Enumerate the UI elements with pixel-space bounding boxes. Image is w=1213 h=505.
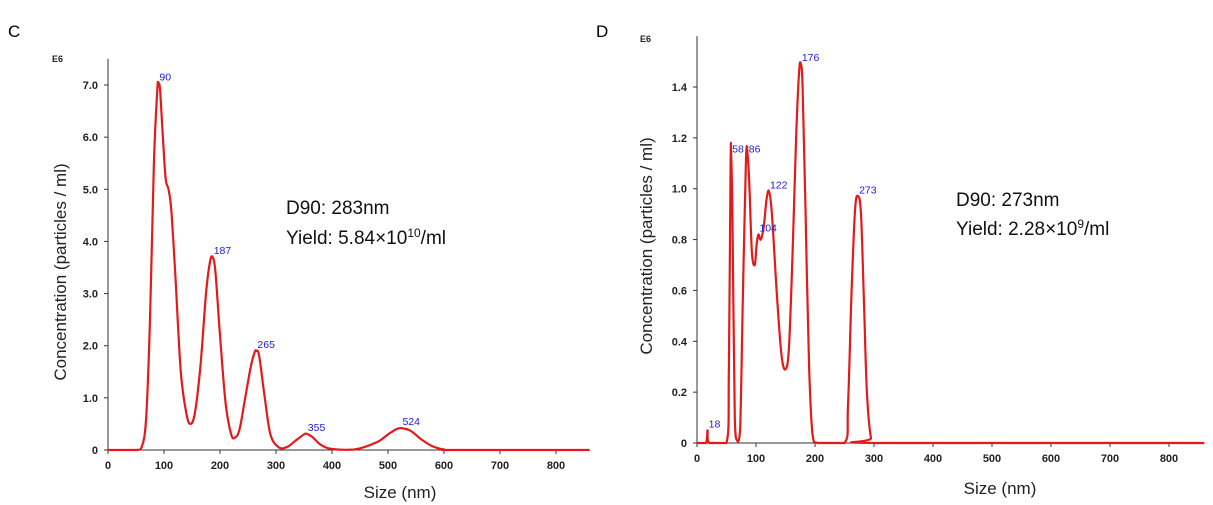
peak-label: 355: [308, 422, 326, 434]
yield-unit-d: /ml: [1084, 219, 1109, 240]
y-tick-label: 1.0: [672, 184, 687, 196]
x-axis-title-d: Size (nm): [964, 479, 1037, 498]
axes-c: [107, 58, 590, 451]
y-exponent-label-c: E6: [52, 54, 63, 64]
peak-label: 58: [732, 144, 744, 156]
x-tick-label: 200: [211, 460, 229, 472]
d90-annotation-d: D90: 273nm: [956, 190, 1060, 211]
y-tick-label: 1.4: [672, 82, 688, 94]
x-tick-label: 300: [865, 453, 883, 465]
peak-labels-c: 90 187 265 355 524: [159, 71, 420, 433]
x-tick-label: 800: [547, 460, 565, 472]
x-tick-label: 400: [924, 453, 942, 465]
yield-unit-c: /ml: [421, 228, 446, 249]
y-tick-label: 5.0: [83, 184, 98, 196]
panel-label-c: C: [8, 22, 20, 41]
y-tick-label: 4.0: [83, 236, 98, 248]
x-tick-label: 800: [1160, 453, 1178, 465]
y-tick-label: 0: [92, 445, 98, 457]
peak-label: 176: [802, 52, 820, 64]
y-tick-label: 1.2: [672, 133, 687, 145]
series-line-d: [697, 61, 1205, 445]
peak-labels-d: 18 58 86 104 122 176 273: [709, 52, 877, 430]
x-tick-label: 100: [747, 453, 765, 465]
y-tick-label: 0.6: [672, 285, 687, 297]
x-tick-label: 500: [983, 453, 1001, 465]
y-axis-title-c: Concentration (particles / ml): [51, 163, 70, 380]
y-axis-title-d: Concentration (particles / ml): [637, 137, 656, 354]
x-tick-label: 700: [491, 460, 509, 472]
yield-text-c: Yield: 5.84×10: [286, 228, 407, 249]
y-tick-label: 0.8: [672, 235, 687, 247]
yield-exponent-d: 9: [1077, 217, 1084, 231]
x-tick-label: 500: [379, 460, 397, 472]
x-tick-label: 200: [806, 453, 824, 465]
y-tick-label: 0: [681, 438, 687, 450]
y-tick-label: 2.0: [83, 341, 98, 353]
peak-label: 187: [214, 245, 232, 257]
peak-label: 265: [257, 339, 275, 351]
y-tick-label: 3.0: [83, 289, 98, 301]
peak-label: 273: [859, 184, 877, 196]
x-tick-label: 100: [155, 460, 173, 472]
x-tick-label: 0: [694, 453, 700, 465]
yield-annotation-c: Yield: 5.84×1010/ml: [286, 226, 446, 249]
x-tick-label: 0: [105, 460, 111, 472]
x-tick-label: 700: [1101, 453, 1119, 465]
peak-label: 90: [159, 71, 171, 83]
panel-label-d: D: [596, 22, 608, 41]
peak-label: 104: [759, 222, 777, 234]
chart-panel-d: D E6 0 100 200 300 400 500 600 700 800 0 0.2 0.4 0.…: [596, 22, 1205, 498]
yield-annotation-d: Yield: 2.28×109/ml: [956, 217, 1109, 240]
peak-label: 86: [749, 144, 761, 156]
peak-label: 524: [402, 416, 420, 428]
yield-text-d: Yield: 2.28×10: [956, 219, 1077, 240]
series-line-c: [107, 80, 590, 452]
x-ticks-c: 0 100 200 300 400 500 600 700 800: [105, 450, 565, 472]
d90-annotation-c: D90: 283nm: [286, 198, 390, 219]
x-ticks-d: 0 100 200 300 400 500 600 700 800: [694, 443, 1178, 465]
y-tick-label: 0.4: [672, 336, 688, 348]
peak-label: 18: [709, 418, 721, 430]
y-exponent-label-d: E6: [640, 34, 651, 44]
yield-exponent-c: 10: [407, 226, 421, 240]
y-ticks-c: 0 1.0 2.0 3.0 4.0 5.0 6.0 7.0: [83, 80, 108, 457]
x-tick-label: 300: [267, 460, 285, 472]
y-tick-label: 6.0: [83, 132, 98, 144]
peak-label: 122: [770, 179, 788, 191]
chart-panel-c: C E6 0 100 200 300 400 500 600 700 800 0 1.0 2.0 3.…: [8, 22, 590, 502]
y-tick-label: 7.0: [83, 80, 98, 92]
y-tick-label: 0.2: [672, 387, 687, 399]
x-tick-label: 400: [323, 460, 341, 472]
x-tick-label: 600: [435, 460, 453, 472]
x-axis-title-c: Size (nm): [364, 483, 437, 502]
x-tick-label: 600: [1042, 453, 1060, 465]
y-ticks-d: 0 0.2 0.4 0.6 0.8 1.0 1.2 1.4: [672, 82, 697, 450]
y-tick-label: 1.0: [83, 393, 98, 405]
